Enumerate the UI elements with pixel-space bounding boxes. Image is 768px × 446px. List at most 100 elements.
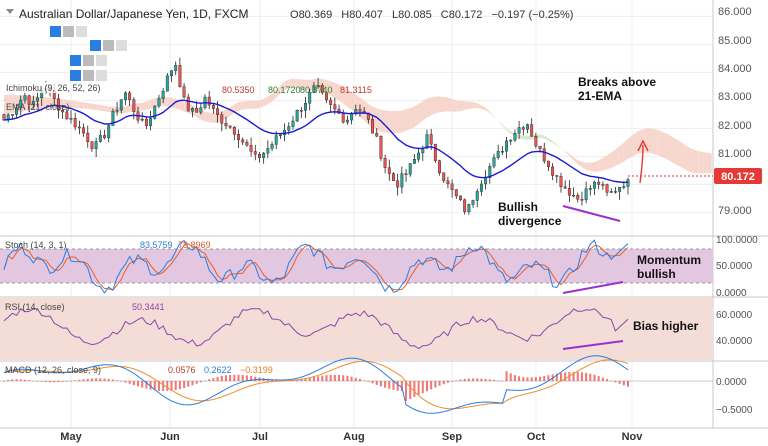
annotation-momentum: Momentum <box>637 253 701 267</box>
candle <box>551 166 555 176</box>
cloud-segment <box>200 109 206 122</box>
rsi-divergence-line <box>562 340 624 350</box>
macd-bar <box>388 381 391 389</box>
candle <box>144 118 148 126</box>
price-tick: 82.000 <box>718 120 752 132</box>
cloud-segment <box>435 96 440 114</box>
cloud-segment <box>460 101 465 112</box>
candle <box>220 114 224 124</box>
eye-icon[interactable] <box>50 26 61 37</box>
candle <box>245 141 249 146</box>
settings-icon[interactable] <box>83 55 94 66</box>
macd-bar <box>534 377 537 381</box>
time-tick: May <box>60 431 82 443</box>
cloud-segment <box>439 96 444 113</box>
close-icon[interactable] <box>96 55 107 66</box>
ohlc-readout: O80.369 H80.407 L80.085 C80.172 −0.197 (… <box>290 9 573 21</box>
macd-bar <box>509 373 512 381</box>
cloud-segment <box>477 103 482 110</box>
cloud-segment <box>393 111 398 134</box>
candle <box>463 199 467 213</box>
cloud-segment <box>45 97 51 109</box>
macd-bar <box>597 376 600 381</box>
cloud-segment <box>690 148 696 173</box>
cloud-segment <box>699 151 704 174</box>
macd-bar <box>564 372 567 381</box>
cloud-segment <box>91 103 97 110</box>
cloud-segment <box>305 79 310 91</box>
macd-bar <box>572 371 575 381</box>
settings-row <box>70 55 107 66</box>
close-icon[interactable] <box>96 70 107 81</box>
cloud-segment <box>426 97 432 118</box>
cloud-segment <box>167 97 172 108</box>
macd-bar <box>576 371 579 381</box>
settings-icon[interactable] <box>83 70 94 81</box>
macd-bar <box>11 379 14 381</box>
breakout-arrow-icon <box>639 144 644 184</box>
ohlc-key: H <box>341 9 349 21</box>
settings-icon[interactable] <box>103 40 114 51</box>
macd-bar <box>157 381 160 391</box>
macd-bar <box>137 381 140 387</box>
macd-bar <box>497 380 500 382</box>
candle <box>530 124 534 137</box>
macd-bar <box>107 378 110 381</box>
macd-bar <box>480 378 483 381</box>
macd-bar <box>618 381 621 384</box>
cloud-segment <box>560 147 566 152</box>
candle <box>165 75 169 92</box>
macd-bar <box>220 376 223 381</box>
cloud-segment <box>665 132 670 161</box>
macd-bar <box>312 376 315 381</box>
candle <box>56 98 60 111</box>
candle <box>36 97 39 102</box>
annotation-bias: Bias higher <box>633 319 699 333</box>
candle <box>157 98 161 107</box>
rsi-tick: 40.0000 <box>716 336 753 347</box>
close-icon[interactable] <box>116 40 127 51</box>
collapse-arrow-icon[interactable] <box>6 9 14 14</box>
candle <box>609 191 613 193</box>
candle <box>567 188 571 196</box>
eye-icon[interactable] <box>70 55 81 66</box>
candle <box>274 135 278 145</box>
ichimoku-label: Ichimoku (9, 26, 52, 26) <box>6 83 101 93</box>
eye-icon[interactable] <box>70 70 81 81</box>
candle <box>216 108 220 115</box>
candle <box>65 111 69 120</box>
macd-bar <box>392 381 395 390</box>
annotations-main: Breaks above 21-EMA Bullish divergence <box>498 75 656 228</box>
candle <box>467 204 471 213</box>
candle <box>559 176 563 187</box>
macd-bar <box>627 381 629 387</box>
candle <box>517 127 521 134</box>
candle <box>199 107 203 113</box>
cloud-segment <box>83 102 88 109</box>
candle <box>132 99 136 112</box>
breakout-arrowhead-icon <box>637 139 649 152</box>
candle <box>450 183 454 190</box>
eye-icon[interactable] <box>90 40 101 51</box>
settings-icon[interactable] <box>63 26 74 37</box>
candle <box>69 118 73 120</box>
macd-bar <box>216 376 219 381</box>
candle <box>471 200 475 205</box>
rsi-band <box>0 298 713 360</box>
candle <box>492 157 496 167</box>
ohlc-key: C <box>441 9 449 21</box>
cloud-segment <box>242 101 247 110</box>
cloud-segment <box>238 101 243 111</box>
close-icon[interactable] <box>76 26 87 37</box>
candle <box>161 91 165 99</box>
price-tick: 83.000 <box>718 91 752 103</box>
cloud-segment <box>527 135 532 140</box>
macd-bar <box>421 381 424 394</box>
candle <box>597 181 601 185</box>
candle <box>320 85 324 93</box>
candle <box>266 148 270 154</box>
cloud-segment <box>414 103 419 128</box>
candle <box>153 105 157 119</box>
annotation-breaks: 21-EMA <box>578 89 622 103</box>
